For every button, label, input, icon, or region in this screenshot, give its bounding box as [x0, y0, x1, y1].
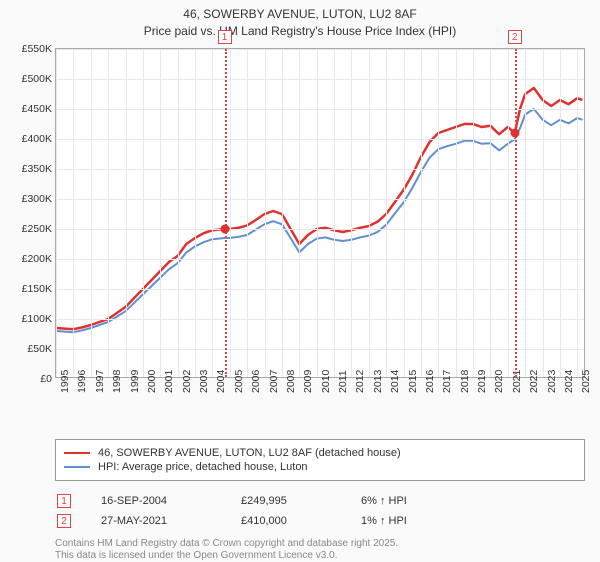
- sale-marker-number: 1: [218, 30, 232, 44]
- sale-row-date: 16-SEP-2004: [101, 495, 211, 507]
- sale-row-price: £410,000: [241, 515, 331, 527]
- title-line-1: 46, SOWERBY AVENUE, LUTON, LU2 8AF: [0, 6, 600, 23]
- y-tick-label: £250K: [8, 223, 52, 235]
- x-tick-label: 1996: [76, 370, 88, 393]
- chart-container: 46, SOWERBY AVENUE, LUTON, LU2 8AF Price…: [0, 0, 600, 560]
- y-tick-label: £100K: [8, 313, 52, 325]
- x-tick-label: 2006: [250, 370, 262, 393]
- legend-label: HPI: Average price, detached house, Luto…: [98, 461, 308, 473]
- y-tick-label: £350K: [8, 163, 52, 175]
- y-tick-label: £200K: [8, 253, 52, 265]
- x-tick-label: 2003: [198, 370, 210, 393]
- x-tick-label: 2016: [424, 370, 436, 393]
- y-tick-label: £300K: [8, 193, 52, 205]
- x-tick-label: 2020: [493, 370, 505, 393]
- sale-row-hpi-delta: 1% ↑ HPI: [361, 515, 407, 527]
- x-tick-label: 2019: [476, 370, 488, 393]
- chart-area: £0£50K£100K£150K£200K£250K£300K£350K£400…: [55, 48, 585, 398]
- x-tick-label: 2011: [337, 370, 349, 393]
- legend: 46, SOWERBY AVENUE, LUTON, LU2 8AF (deta…: [55, 439, 585, 481]
- x-tick-label: 1998: [111, 370, 123, 393]
- x-tick-label: 2021: [511, 370, 523, 393]
- sale-marker-number: 2: [508, 30, 522, 44]
- x-tick-label: 2010: [320, 370, 332, 393]
- y-tick-label: £550K: [8, 43, 52, 55]
- x-tick-label: 2014: [389, 370, 401, 393]
- y-tick-label: £150K: [8, 283, 52, 295]
- x-tick-label: 2000: [146, 370, 158, 393]
- y-tick-label: £450K: [8, 103, 52, 115]
- sale-row: 1 16-SEP-2004 £249,995 6% ↑ HPI: [55, 492, 585, 510]
- x-tick-label: 2024: [563, 370, 575, 393]
- x-tick-label: 2008: [285, 370, 297, 393]
- sale-row: 2 27-MAY-2021 £410,000 1% ↑ HPI: [55, 512, 585, 530]
- sale-row-hpi-delta: 6% ↑ HPI: [361, 495, 407, 507]
- sale-row-number: 2: [57, 514, 71, 528]
- attribution-line-1: Contains HM Land Registry data © Crown c…: [55, 538, 398, 550]
- x-tick-label: 2017: [441, 370, 453, 393]
- x-tick-label: 2023: [546, 370, 558, 393]
- line-svg: [56, 49, 586, 379]
- y-tick-label: £500K: [8, 73, 52, 85]
- legend-label: 46, SOWERBY AVENUE, LUTON, LU2 8AF (deta…: [98, 447, 401, 459]
- x-tick-label: 2022: [528, 370, 540, 393]
- y-tick-label: £50K: [8, 343, 52, 355]
- attribution-line-2: This data is licensed under the Open Gov…: [55, 550, 398, 562]
- x-tick-label: 2012: [354, 370, 366, 393]
- y-tick-label: £400K: [8, 133, 52, 145]
- legend-row: HPI: Average price, detached house, Luto…: [64, 461, 576, 473]
- x-tick-label: 2013: [372, 370, 384, 393]
- sale-row-number: 1: [57, 494, 71, 508]
- sale-marker-dot: [510, 129, 519, 138]
- sale-marker-line: [515, 49, 517, 377]
- x-tick-label: 1999: [129, 370, 141, 393]
- y-tick-label: £0: [8, 373, 52, 385]
- x-tick-label: 2015: [407, 370, 419, 393]
- series-line: [56, 88, 583, 329]
- legend-swatch: [64, 452, 90, 454]
- x-tick-label: 1995: [59, 370, 71, 393]
- x-tick-label: 2009: [302, 370, 314, 393]
- x-tick-label: 2001: [163, 370, 175, 393]
- sale-marker-dot: [220, 225, 229, 234]
- sale-row-date: 27-MAY-2021: [101, 515, 211, 527]
- x-tick-label: 2005: [233, 370, 245, 393]
- legend-swatch: [64, 466, 90, 468]
- sale-marker-line: [225, 49, 227, 377]
- sale-row-price: £249,995: [241, 495, 331, 507]
- x-tick-label: 2018: [459, 370, 471, 393]
- x-tick-label: 1997: [94, 370, 106, 393]
- attribution: Contains HM Land Registry data © Crown c…: [55, 538, 398, 562]
- x-tick-label: 2002: [181, 370, 193, 393]
- x-tick-label: 2025: [580, 370, 592, 393]
- x-tick-label: 2007: [268, 370, 280, 393]
- legend-row: 46, SOWERBY AVENUE, LUTON, LU2 8AF (deta…: [64, 447, 576, 459]
- plot-area: £0£50K£100K£150K£200K£250K£300K£350K£400…: [55, 48, 585, 378]
